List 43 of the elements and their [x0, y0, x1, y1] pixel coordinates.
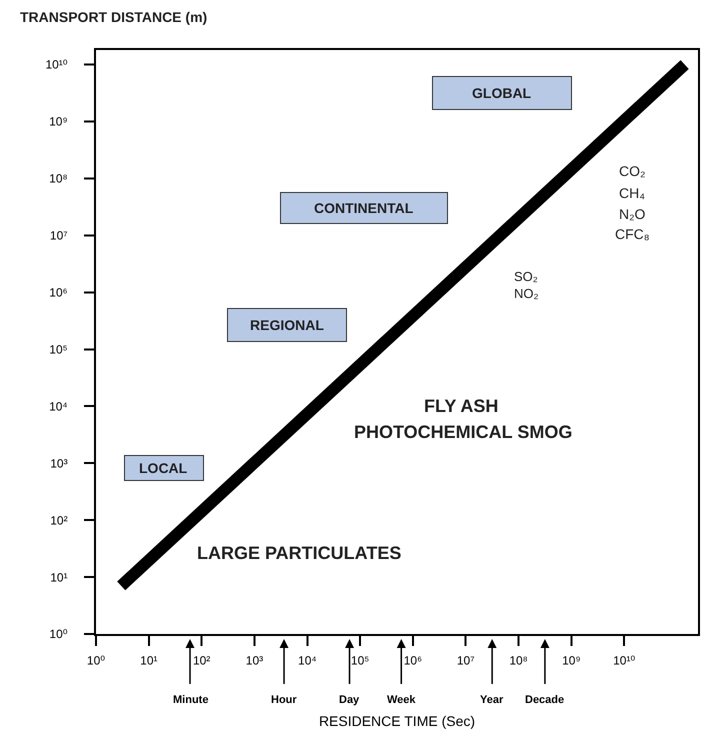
y-axis-title: TRANSPORT DISTANCE (m) — [20, 9, 208, 25]
y-tick-label: 10⁰ — [49, 627, 68, 642]
y-tick-label: 10⁵ — [49, 342, 68, 356]
x-tick-label: 10¹⁰ — [613, 653, 636, 668]
annotation: CO₂ — [619, 163, 646, 179]
y-tick-label: 10⁹ — [49, 114, 68, 129]
y-tick-label: 10¹ — [50, 570, 68, 584]
x-tick-label: 10⁴ — [298, 653, 317, 668]
annotation: NO₂ — [514, 286, 539, 301]
x-tick-label: 10⁵ — [350, 653, 370, 668]
annotation: CH₄ — [619, 185, 646, 201]
text: Year — [480, 694, 504, 706]
x-tick-label: 10⁶ — [404, 653, 422, 668]
text: Day — [339, 694, 360, 706]
y-tick-label: 10³ — [50, 456, 68, 470]
annotation: LOCAL — [139, 460, 188, 476]
annotation: CONTINENTAL — [314, 200, 414, 216]
x-tick-label: 10¹ — [140, 653, 158, 668]
text: Hour — [271, 694, 298, 706]
y-tick-label: 10⁷ — [50, 228, 68, 243]
x-tick-label: 10⁰ — [86, 653, 106, 668]
annotation: GLOBAL — [472, 85, 532, 101]
y-tick-label: 10⁶ — [49, 286, 68, 300]
x-axis-title: RESIDENCE TIME (Sec) — [318, 713, 476, 730]
x-tick-label: 10³ — [246, 653, 264, 668]
annotation: SO₂ — [514, 269, 538, 284]
annotation: LARGE PARTICULATES — [197, 543, 402, 563]
annotation: CFC₈ — [615, 226, 650, 242]
annotation: REGIONAL — [250, 317, 324, 333]
x-tick-label: 10⁷ — [456, 653, 475, 668]
x-tick-label: 10⁹ — [562, 653, 581, 668]
text: Week — [387, 694, 416, 706]
y-tick-label: 10² — [50, 513, 68, 528]
text: Decade — [525, 694, 564, 706]
x-tick-label: 10² — [192, 653, 210, 668]
annotation: FLY ASH — [424, 396, 498, 416]
y-tick-label: 10⁴ — [49, 399, 68, 414]
y-tick-label: 10¹⁰ — [45, 58, 68, 72]
y-tick-label: 10⁸ — [49, 172, 68, 186]
text: Minute — [173, 694, 208, 706]
annotation: N₂O — [619, 206, 646, 222]
x-tick-label: 10⁸ — [509, 653, 528, 668]
annotation: PHOTOCHEMICAL SMOG — [354, 422, 572, 442]
